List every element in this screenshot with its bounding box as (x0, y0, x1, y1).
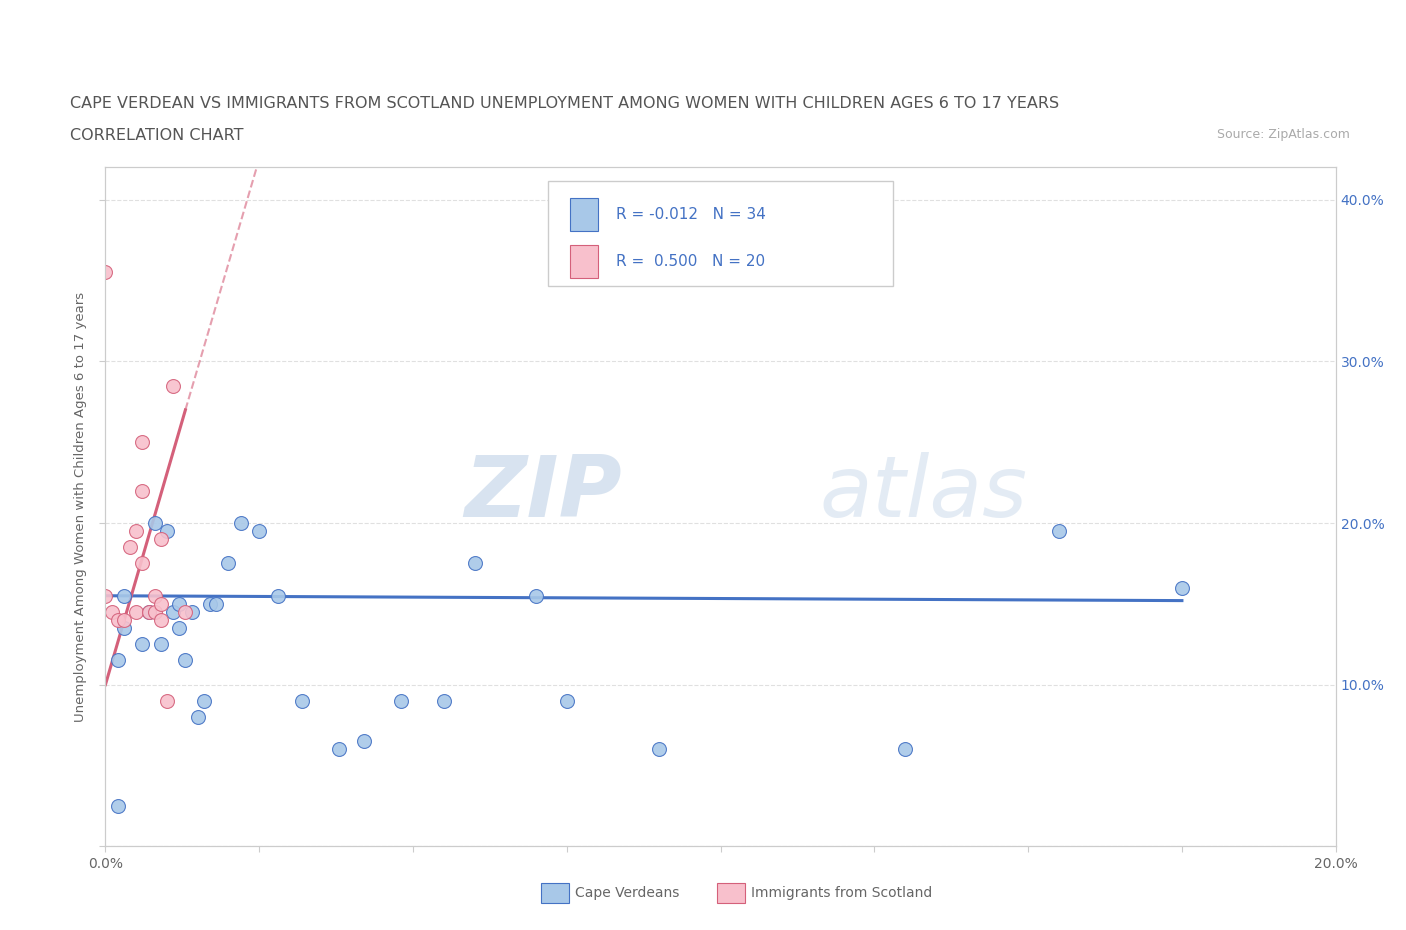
Text: atlas: atlas (818, 452, 1026, 535)
Point (389, 694, 412, 709)
Point (1047, 524, 1070, 538)
Point (120, 539, 141, 554)
Point (156, 524, 179, 538)
Point (524, 589, 547, 604)
Point (131, 434, 153, 449)
Point (328, 742, 350, 757)
Point (143, 589, 166, 604)
Point (138, 604, 160, 619)
Point (143, 515, 166, 530)
Point (180, 604, 202, 619)
Bar (571, 198, 598, 231)
Point (267, 589, 290, 604)
Point (353, 734, 375, 749)
Point (162, 604, 184, 619)
Point (247, 524, 270, 538)
Point (193, 694, 215, 709)
Point (112, 620, 135, 635)
Point (107, 613, 129, 628)
Point (162, 379, 184, 393)
Text: CAPE VERDEAN VS IMMIGRANTS FROM SCOTLAND UNEMPLOYMENT AMONG WOMEN WITH CHILDREN : CAPE VERDEAN VS IMMIGRANTS FROM SCOTLAND… (70, 96, 1060, 111)
Text: CORRELATION CHART: CORRELATION CHART (70, 128, 243, 143)
Point (174, 604, 197, 619)
Point (149, 596, 172, 611)
Point (169, 620, 191, 635)
Point (143, 604, 166, 619)
Point (218, 556, 240, 571)
Text: ZIP: ZIP (464, 452, 621, 535)
Point (291, 694, 314, 709)
Point (156, 694, 179, 709)
Point (1171, 580, 1194, 595)
Point (174, 653, 197, 668)
Point (131, 484, 153, 498)
Point (112, 613, 135, 628)
Point (107, 653, 129, 668)
Point (149, 532, 172, 547)
Bar (571, 246, 598, 278)
Text: Cape Verdeans: Cape Verdeans (575, 885, 679, 900)
Point (198, 596, 221, 611)
Point (464, 556, 486, 571)
Text: R =  0.500   N = 20: R = 0.500 N = 20 (616, 254, 765, 270)
Point (131, 637, 153, 652)
Point (648, 742, 671, 757)
Y-axis label: Unemployment Among Women with Children Ages 6 to 17 years: Unemployment Among Women with Children A… (73, 292, 87, 722)
Point (131, 556, 153, 571)
Point (125, 604, 148, 619)
Point (125, 524, 148, 538)
Point (229, 515, 252, 530)
Point (100, 604, 122, 619)
Point (94, 589, 117, 604)
Text: R = -0.012   N = 34: R = -0.012 N = 34 (616, 206, 766, 221)
Point (555, 694, 578, 709)
Point (433, 694, 456, 709)
Point (107, 799, 129, 814)
Text: Immigrants from Scotland: Immigrants from Scotland (751, 885, 932, 900)
Text: Source: ZipAtlas.com: Source: ZipAtlas.com (1216, 128, 1350, 141)
Point (94, 265, 117, 280)
FancyBboxPatch shape (548, 181, 893, 286)
Point (112, 589, 135, 604)
Point (169, 596, 191, 611)
Point (149, 613, 172, 628)
Point (205, 596, 228, 611)
Point (894, 742, 917, 757)
Point (187, 710, 209, 724)
Point (149, 637, 172, 652)
Point (138, 604, 160, 619)
